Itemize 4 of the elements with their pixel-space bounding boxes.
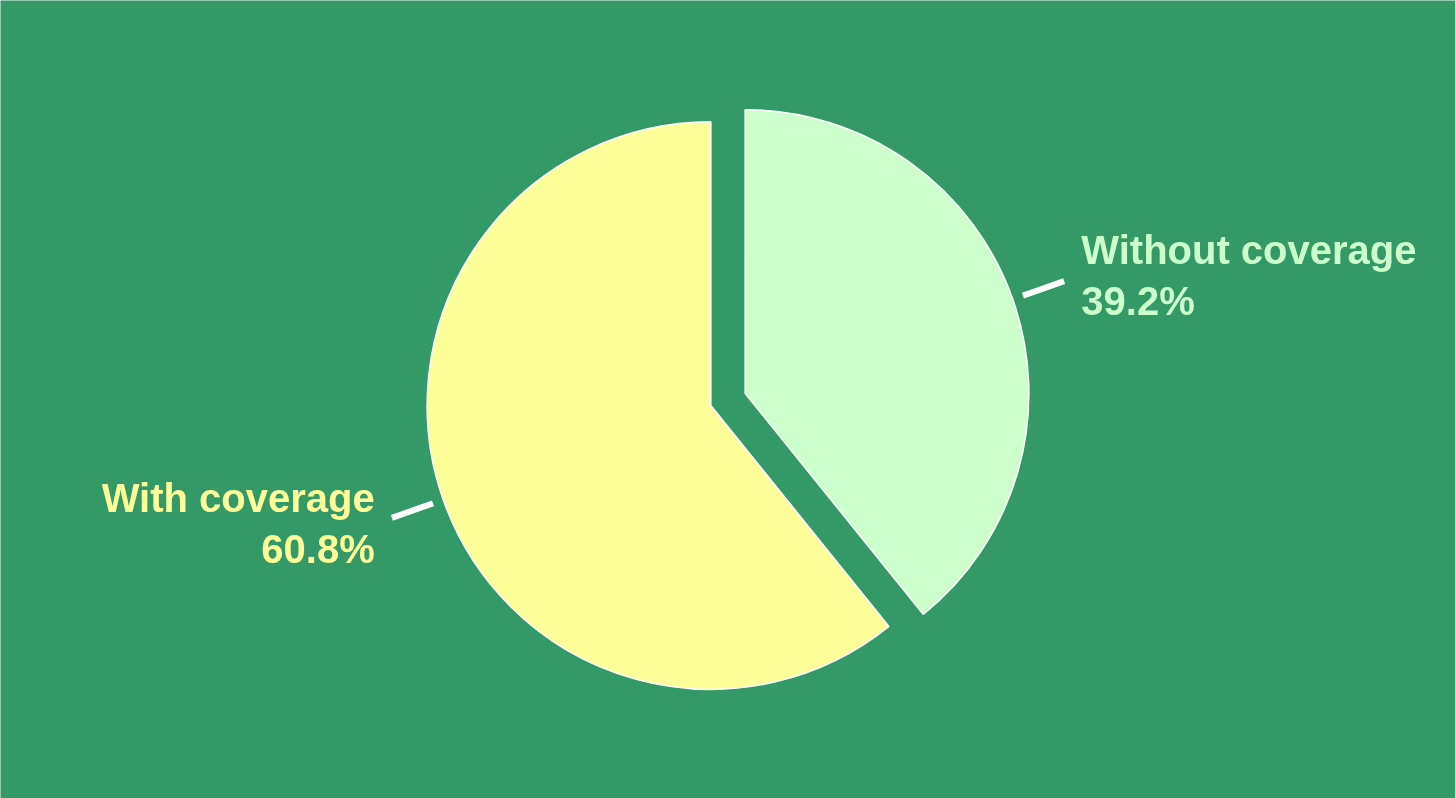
data-label: 39.2%	[1081, 278, 1195, 323]
slice-label: Without coverage	[1081, 227, 1417, 272]
data-label: 60.8%	[261, 527, 375, 572]
slice-label: With coverage	[101, 476, 375, 521]
